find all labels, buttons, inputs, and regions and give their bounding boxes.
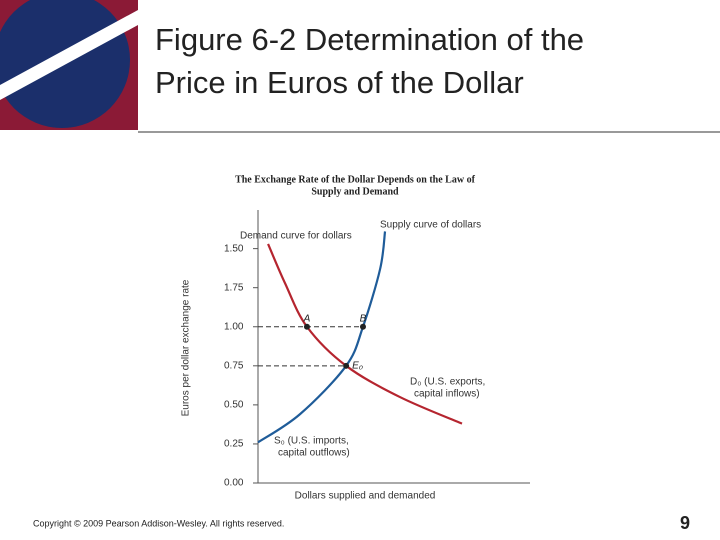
copyright: Copyright © 2009 Pearson Addison-Wesley.… <box>33 518 284 528</box>
page-number: 9 <box>680 513 690 533</box>
y-tick-label: 0.25 <box>224 439 244 450</box>
point <box>303 323 310 330</box>
annotation: capital outflows) <box>278 448 350 459</box>
point-label: E₀ <box>352 360 363 371</box>
point <box>343 362 350 369</box>
x-axis-label: Dollars supplied and demanded <box>295 491 436 502</box>
y-tick-label: 0.75 <box>224 360 244 371</box>
slide-title: Price in Euros of the Dollar <box>155 65 524 100</box>
curve <box>257 231 387 444</box>
legend-label: Demand curve for dollars <box>240 231 352 242</box>
y-tick-label: 0.00 <box>224 478 244 489</box>
y-tick-label: 1.75 <box>224 282 244 293</box>
annotation: D₀ (U.S. exports, <box>410 377 485 388</box>
chart-title: The Exchange Rate of the Dollar Depends … <box>235 174 475 185</box>
y-tick-label: 0.50 <box>224 400 244 411</box>
point <box>359 323 366 330</box>
curve <box>267 243 463 425</box>
point-label: B <box>360 313 367 324</box>
annotation: capital inflows) <box>414 389 480 400</box>
slide-title: Figure 6-2 Determination of the <box>155 22 584 57</box>
legend-label: Supply curve of dollars <box>380 220 481 231</box>
chart-title: Supply and Demand <box>311 186 399 197</box>
annotation: S₀ (U.S. imports, <box>274 436 349 447</box>
y-axis-label: Euros per dollar exchange rate <box>181 279 192 416</box>
y-tick-label: 1.00 <box>224 321 244 332</box>
logo <box>0 0 138 130</box>
y-tick-label: 1.50 <box>224 243 244 254</box>
point-label: A <box>303 313 311 324</box>
